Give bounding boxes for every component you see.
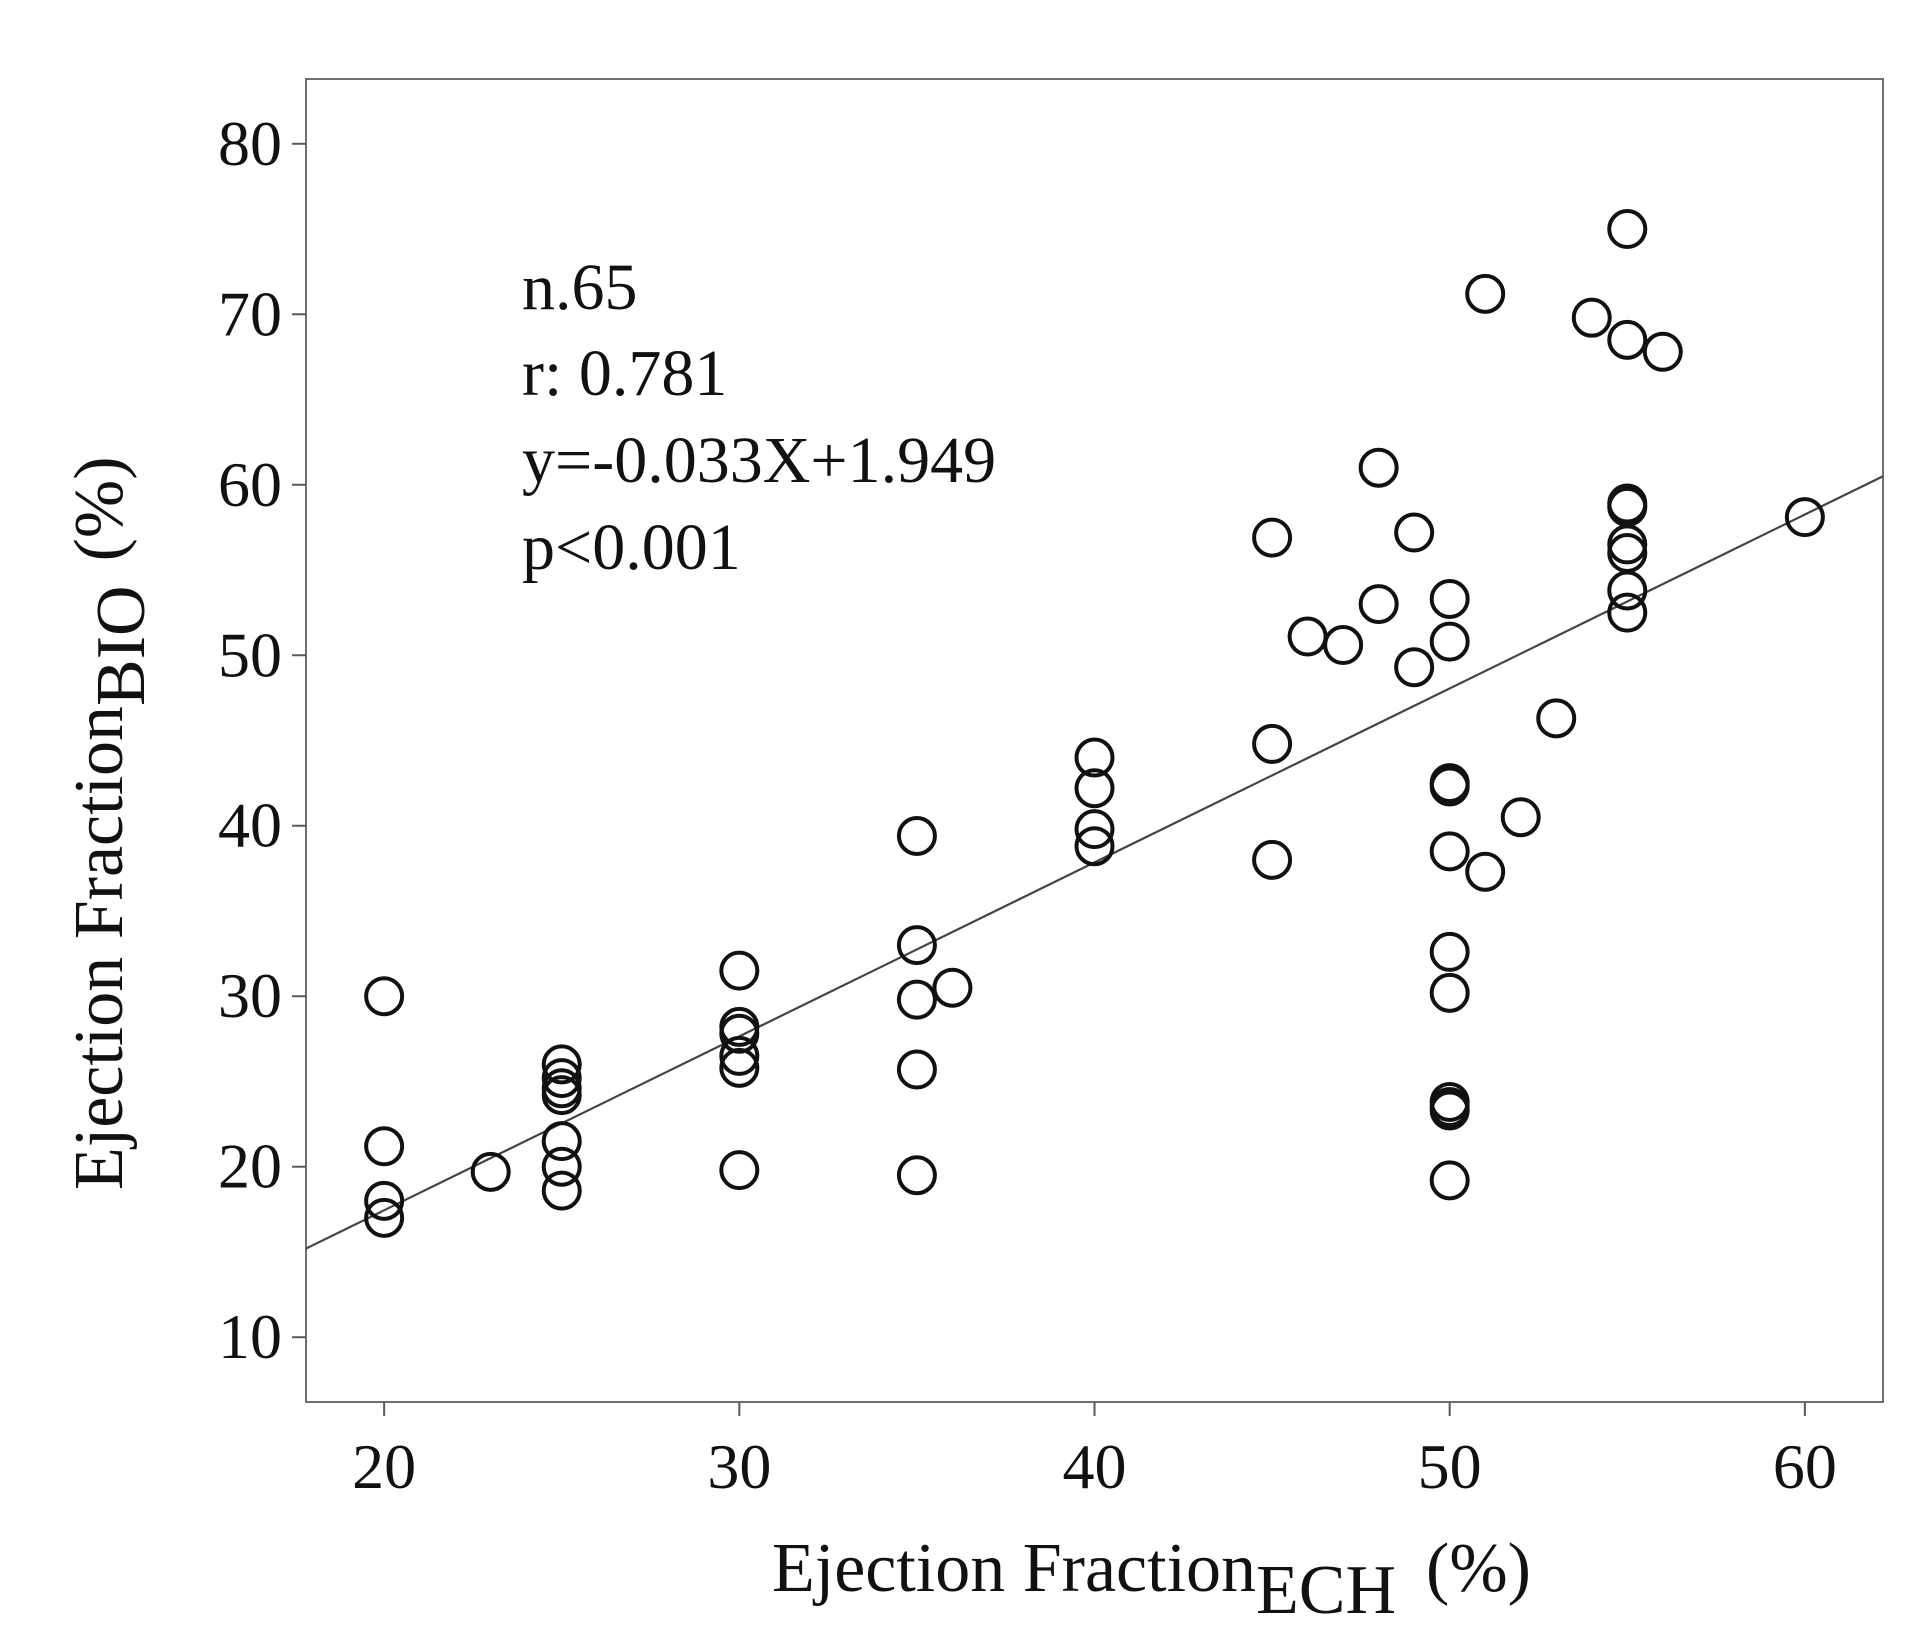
data-point [1287, 616, 1328, 657]
data-point [1358, 447, 1399, 488]
data-point [1571, 297, 1612, 338]
data-point [1074, 809, 1115, 850]
annotation-regression-equation: y=-0.033X+1.949 [522, 424, 996, 497]
y-tick-label: 70 [218, 278, 282, 349]
data-point [1607, 524, 1648, 565]
data-point [1252, 723, 1293, 764]
y-axis-ticks: 10 20 30 40 50 60 70 80 [218, 108, 306, 1372]
data-point [541, 1044, 582, 1085]
y-tick-label: 30 [218, 960, 282, 1031]
data-point [1500, 797, 1541, 838]
data-point [896, 925, 937, 966]
y-tick-label: 40 [218, 790, 282, 861]
x-tick-label: 30 [707, 1431, 771, 1502]
data-point [1429, 931, 1470, 972]
x-axis-ticks: 20 30 40 50 60 [352, 1402, 1837, 1502]
y-tick-label: 60 [218, 449, 282, 520]
data-point [541, 1058, 582, 1099]
data-point [1429, 972, 1470, 1013]
statistics-annotation: n.65 r: 0.781 y=-0.033X+1.949 p<0.001 [522, 251, 996, 584]
data-point [1074, 737, 1115, 778]
x-tick-label: 60 [1773, 1431, 1837, 1502]
data-point [896, 1155, 937, 1196]
y-tick-label: 10 [218, 1301, 282, 1372]
data-point [1252, 839, 1293, 880]
y-axis-label-main: Ejection Fraction [61, 706, 138, 1190]
x-axis-label-unit: (%) [1426, 1530, 1531, 1607]
data-point [470, 1151, 511, 1192]
data-point [719, 950, 760, 991]
data-point [1323, 625, 1364, 666]
data-point [1465, 851, 1506, 892]
data-point [1429, 1160, 1470, 1201]
x-axis-label: Ejection FractionECH (%) [772, 1530, 1531, 1629]
data-point [1607, 209, 1648, 250]
y-axis-label: Ejection FractionBIO (%) [61, 456, 160, 1190]
data-point [1607, 570, 1648, 611]
annotation-sample-size: n.65 [522, 251, 638, 324]
data-point [1465, 273, 1506, 314]
x-axis-label-subscript: ECH [1256, 1552, 1396, 1629]
data-point [541, 1121, 582, 1162]
data-point [1642, 331, 1683, 372]
data-point [1394, 512, 1435, 553]
data-point [896, 1049, 937, 1090]
y-axis-label-unit: (%) [61, 456, 138, 561]
data-point [364, 1180, 405, 1221]
data-point [364, 1197, 405, 1238]
annotation-p-value: p<0.001 [522, 511, 741, 584]
annotation-correlation: r: 0.781 [522, 337, 727, 410]
data-point [896, 979, 937, 1020]
data-point [896, 815, 937, 856]
x-tick-label: 20 [352, 1431, 416, 1502]
data-point [1358, 584, 1399, 625]
data-point [364, 1126, 405, 1167]
x-axis-label-main: Ejection Fraction [772, 1530, 1256, 1607]
data-point [1429, 766, 1470, 807]
data-point [1394, 647, 1435, 688]
x-tick-label: 40 [1063, 1431, 1127, 1502]
y-tick-label: 20 [218, 1131, 282, 1202]
data-point [1607, 592, 1648, 633]
data-point [1429, 578, 1470, 619]
data-point [719, 1035, 760, 1076]
data-point [1074, 826, 1115, 867]
data-point [1536, 698, 1577, 739]
data-point [1429, 621, 1470, 662]
data-point [1074, 768, 1115, 809]
y-axis-label-subscript: BIO [83, 585, 160, 706]
data-point [1429, 831, 1470, 872]
y-tick-label: 80 [218, 108, 282, 179]
data-point [1607, 532, 1648, 573]
data-point [1252, 517, 1293, 558]
data-point [1429, 1090, 1470, 1131]
data-point [719, 1150, 760, 1191]
data-point [364, 976, 405, 1017]
data-point [541, 1170, 582, 1211]
y-tick-label: 50 [218, 619, 282, 690]
data-point [719, 1047, 760, 1088]
data-point [1784, 497, 1825, 538]
data-point [541, 1146, 582, 1187]
data-point [932, 967, 973, 1008]
x-tick-label: 50 [1418, 1431, 1482, 1502]
data-points [364, 209, 1825, 1238]
data-point [1607, 319, 1648, 360]
data-point [541, 1075, 582, 1116]
